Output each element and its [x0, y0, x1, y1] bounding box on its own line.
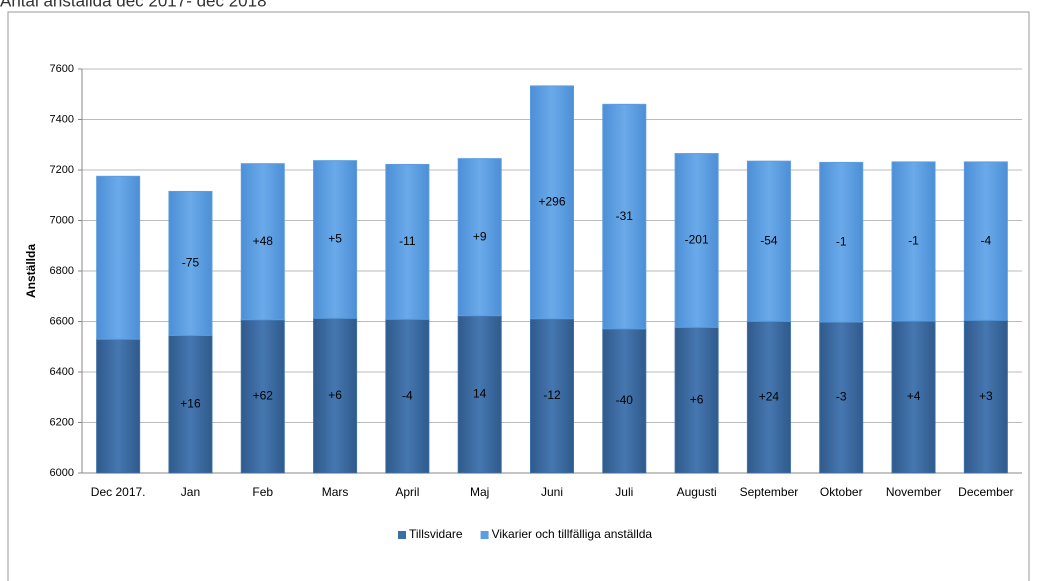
x-tick-label: April	[395, 485, 419, 499]
chart-title: Antal anställda dec 2017- dec 2018	[0, 0, 267, 10]
data-label: -4	[981, 233, 992, 247]
data-label: -201	[685, 233, 709, 247]
data-label: +9	[473, 229, 487, 243]
data-label: +62	[253, 389, 274, 403]
bar-segment	[313, 317, 358, 474]
bar-segment	[457, 315, 502, 474]
legend-label: Vikarier och tillfälliga anställda	[492, 527, 653, 541]
data-label: -4	[402, 388, 413, 402]
data-label: +6	[690, 392, 704, 406]
bar-segment	[168, 190, 213, 336]
x-tick-label: Mars	[322, 485, 349, 499]
legend-swatch	[398, 531, 406, 539]
bar-segment	[385, 318, 430, 474]
data-label: +6	[328, 388, 342, 402]
y-tick-label: 6400	[50, 366, 74, 378]
data-label: +4	[907, 389, 921, 403]
data-label: -75	[182, 256, 200, 270]
bar-segment	[819, 161, 864, 323]
y-tick-label: 7400	[50, 113, 74, 125]
data-label: -54	[760, 233, 778, 247]
bar-segment	[963, 161, 1008, 321]
data-label: 14	[473, 387, 487, 401]
x-tick-label: Jan	[181, 485, 200, 499]
bar-segment	[240, 319, 285, 474]
data-label: +24	[759, 389, 780, 403]
bar-segment	[313, 160, 358, 319]
y-tick-label: 7600	[50, 63, 74, 75]
bar-segment	[530, 318, 574, 474]
bar-segment	[674, 326, 719, 474]
data-label: +5	[328, 232, 342, 246]
y-tick-label: 6800	[50, 265, 74, 277]
y-tick-label: 6600	[50, 315, 74, 327]
bar-segment	[602, 328, 647, 474]
data-label: -31	[616, 209, 634, 223]
data-label: -1	[836, 234, 847, 248]
bar-segment	[746, 320, 791, 474]
data-label: +3	[979, 389, 993, 403]
bar-segment	[891, 161, 936, 322]
y-tick-label: 6000	[50, 467, 74, 479]
x-tick-label: Feb	[252, 485, 273, 499]
data-label: +48	[253, 234, 274, 248]
data-label: -1	[908, 234, 919, 248]
legend-swatch	[480, 531, 489, 539]
bar-segment	[602, 103, 647, 330]
x-tick-label: Juni	[541, 485, 563, 499]
y-tick-label: 7200	[50, 164, 74, 176]
bar-segment	[819, 321, 864, 474]
data-label: +16	[180, 396, 201, 410]
data-label: -12	[543, 388, 561, 402]
data-label: -3	[836, 390, 847, 404]
x-tick-label: Juli	[615, 485, 633, 499]
x-tick-label: September	[740, 485, 799, 499]
bar-segment	[168, 334, 213, 474]
x-tick-label: Maj	[470, 485, 489, 499]
y-axis-label: Anställda	[24, 244, 38, 298]
y-tick-label: 7000	[50, 214, 74, 226]
bar-segment	[674, 153, 719, 328]
bar-segment	[240, 163, 285, 321]
bar-segment	[385, 163, 430, 320]
bar-segment	[96, 175, 141, 340]
data-label: +296	[538, 194, 565, 208]
bar-segment	[457, 158, 502, 317]
x-tick-label: December	[958, 485, 1013, 499]
x-tick-label: November	[886, 485, 941, 499]
x-tick-label: Oktober	[820, 485, 863, 499]
bar-segment	[891, 320, 936, 474]
bar-segment	[530, 85, 574, 320]
data-label: -11	[399, 234, 416, 248]
chart-frame	[7, 11, 1030, 581]
data-label: -40	[616, 393, 634, 407]
bar-segment	[746, 160, 791, 322]
legend-label: Tillsvidare	[409, 527, 463, 541]
bar-segment	[96, 338, 141, 474]
x-tick-label: Augusti	[677, 485, 717, 499]
y-tick-label: 6200	[50, 416, 74, 428]
x-tick-label: Dec 2017.	[91, 485, 146, 499]
